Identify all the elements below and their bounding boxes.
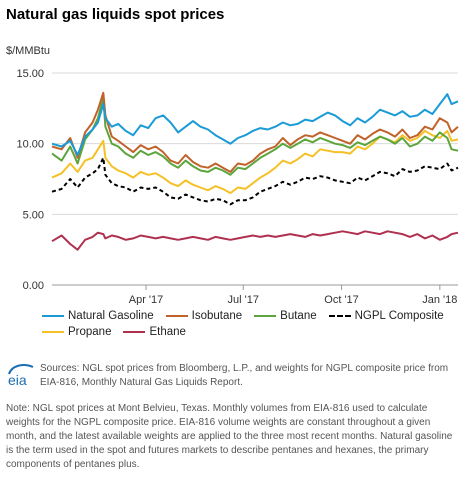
legend-label-butane: Butane xyxy=(280,310,317,322)
series-line-ngpl-composite xyxy=(51,156,459,206)
x-tick-label: Jan '18 xyxy=(422,294,457,305)
legend-item-ethane: Ethane xyxy=(123,326,186,338)
legend-item-ngpl-composite: NGPL Composite xyxy=(328,310,444,322)
eia-logo: eia xyxy=(8,364,34,388)
legend-label-ngpl-composite: NGPL Composite xyxy=(354,310,444,322)
y-tick-label: 0.00 xyxy=(23,280,44,292)
legend-label-natural-gasoline: Natural Gasoline xyxy=(68,310,154,322)
x-tick-label: Oct '17 xyxy=(324,294,359,305)
legend-swatch-propane xyxy=(42,331,64,333)
eia-logo-swoosh xyxy=(8,364,34,375)
legend-swatch-butane xyxy=(254,315,277,317)
y-axis-unit-label: $/MMBtu xyxy=(6,45,51,57)
x-tick-label: Apr '17 xyxy=(129,294,164,305)
legend-swatch-isobutane xyxy=(165,315,188,317)
y-tick-label: 10.00 xyxy=(16,139,44,151)
y-tick-label: 5.00 xyxy=(23,209,44,221)
legend-item-natural-gasoline: Natural Gasoline xyxy=(42,310,154,322)
y-tick-label: 15.00 xyxy=(16,68,44,80)
legend-label-propane: Propane xyxy=(68,326,112,338)
legend-row: Natural Gasoline Isobutane Butane NGPL C… xyxy=(42,308,444,324)
eia-logo-text: eia xyxy=(8,372,27,388)
series-line-natural-gasoline xyxy=(51,93,459,156)
legend-item-butane: Butane xyxy=(254,310,317,322)
legend-label-isobutane: Isobutane xyxy=(191,310,243,322)
legend-swatch-natural-gasoline xyxy=(42,315,64,317)
legend-label-ethane: Ethane xyxy=(149,326,186,338)
legend-row: Propane Ethane xyxy=(42,324,442,340)
series-line-isobutane xyxy=(51,91,459,173)
series-line-butane xyxy=(51,97,459,176)
line-chart: 0.00 5.00 10.00 15.00 Apr '17 Jul '17 Oct '17 J… xyxy=(16,68,459,305)
series-line-ethane xyxy=(51,230,459,251)
sources-text: Sources: NGL spot prices from Bloomberg,… xyxy=(40,363,449,388)
legend-swatch-ngpl-composite xyxy=(328,315,351,317)
chart-legend: Natural Gasoline Isobutane Butane NGPL C… xyxy=(42,308,444,340)
note-text: Note: NGL spot prices at Mont Belvieu, T… xyxy=(6,403,453,470)
chart-title: Natural gas liquids spot prices xyxy=(6,6,225,23)
x-tick-label: Jul '17 xyxy=(228,294,259,305)
legend-item-isobutane: Isobutane xyxy=(165,310,243,322)
legend-item-propane: Propane xyxy=(42,326,111,338)
legend-swatch-ethane xyxy=(123,331,146,333)
